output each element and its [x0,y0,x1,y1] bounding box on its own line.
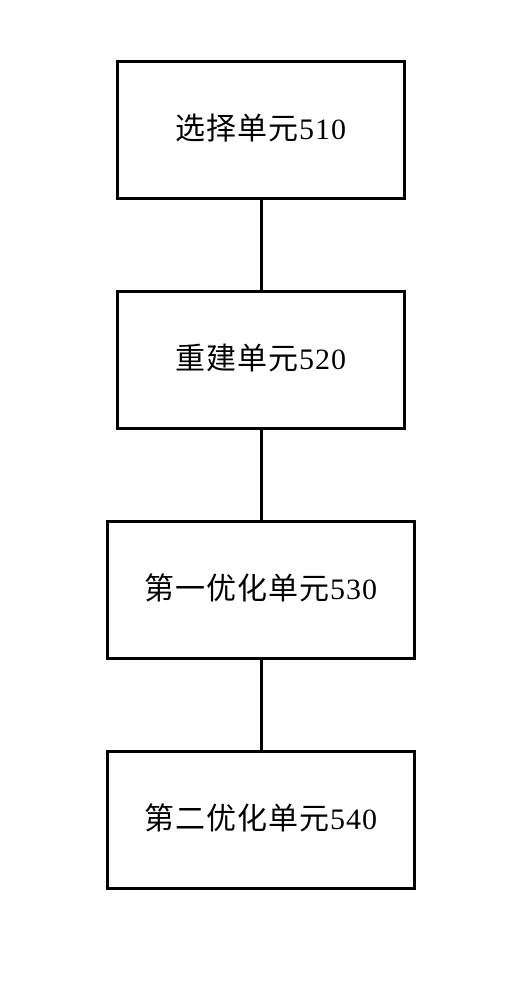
node-label: 选择单元510 [175,115,347,145]
node-label: 第二优化单元540 [144,805,378,835]
node-first-optimization-unit: 第一优化单元530 [106,520,416,660]
connector-2 [260,660,263,750]
node-second-optimization-unit: 第二优化单元540 [106,750,416,890]
node-label: 第一优化单元530 [144,575,378,605]
node-selection-unit: 选择单元510 [116,60,406,200]
connector-0 [260,200,263,290]
node-rebuild-unit: 重建单元520 [116,290,406,430]
connector-1 [260,430,263,520]
flowchart-diagram: 选择单元510 重建单元520 第一优化单元530 第二优化单元540 [106,60,416,890]
node-label: 重建单元520 [175,345,347,375]
